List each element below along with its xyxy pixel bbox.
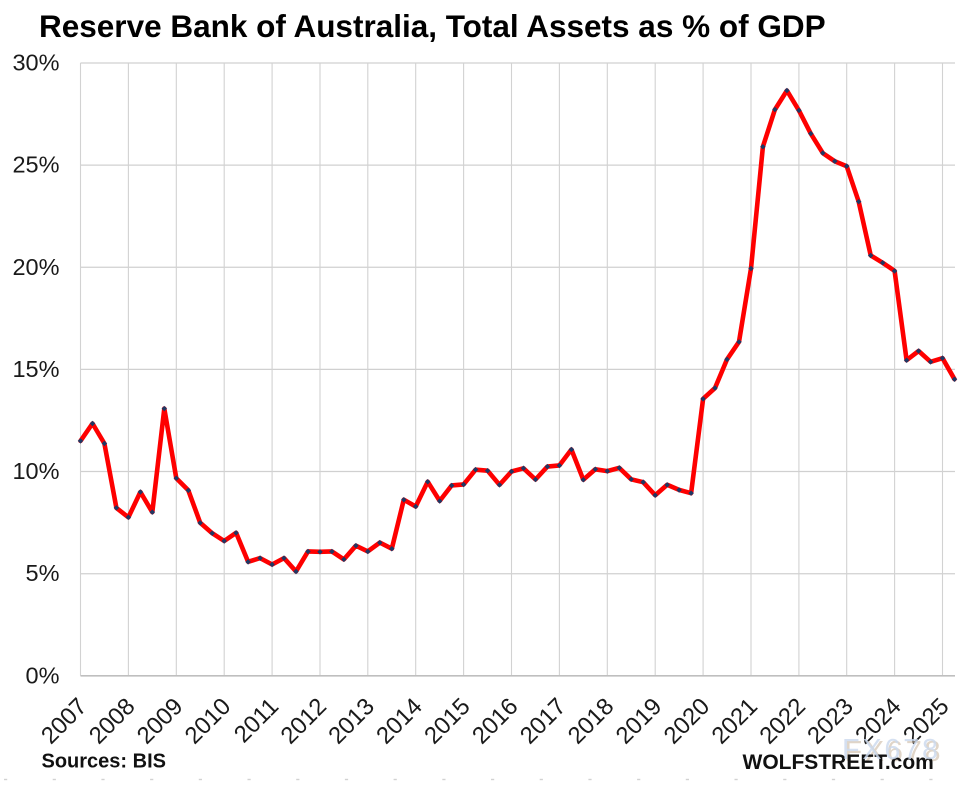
svg-text:2013: 2013 [323,693,380,750]
svg-text:20%: 20% [12,254,59,280]
svg-text:2014: 2014 [371,693,428,750]
svg-text:2008: 2008 [84,693,141,750]
svg-text:2007: 2007 [36,693,93,750]
svg-text:2016: 2016 [467,693,524,750]
svg-text:Sources: BIS: Sources: BIS [42,751,166,773]
svg-text:WOLFSTREET.com: WOLFSTREET.com [743,751,934,774]
svg-text:2010: 2010 [180,693,237,750]
svg-text:15%: 15% [12,356,59,382]
svg-text:5%: 5% [26,560,60,586]
svg-text:FX678: FX678 [842,734,941,766]
svg-text:25%: 25% [12,152,59,178]
svg-text:FX678: FX678 [845,736,944,768]
svg-text:2021: 2021 [707,693,764,750]
svg-text:2018: 2018 [563,693,620,750]
svg-text:2020: 2020 [659,693,716,750]
svg-text:30%: 30% [12,50,59,76]
svg-text:2009: 2009 [132,693,189,750]
svg-text:2015: 2015 [419,693,476,750]
svg-text:2012: 2012 [276,693,333,750]
svg-text:2022: 2022 [754,693,811,750]
svg-text:2011: 2011 [229,693,284,748]
svg-text:2017: 2017 [515,693,572,750]
svg-text:10%: 10% [12,458,59,484]
svg-text:0%: 0% [26,662,60,688]
svg-text:2019: 2019 [611,693,668,750]
